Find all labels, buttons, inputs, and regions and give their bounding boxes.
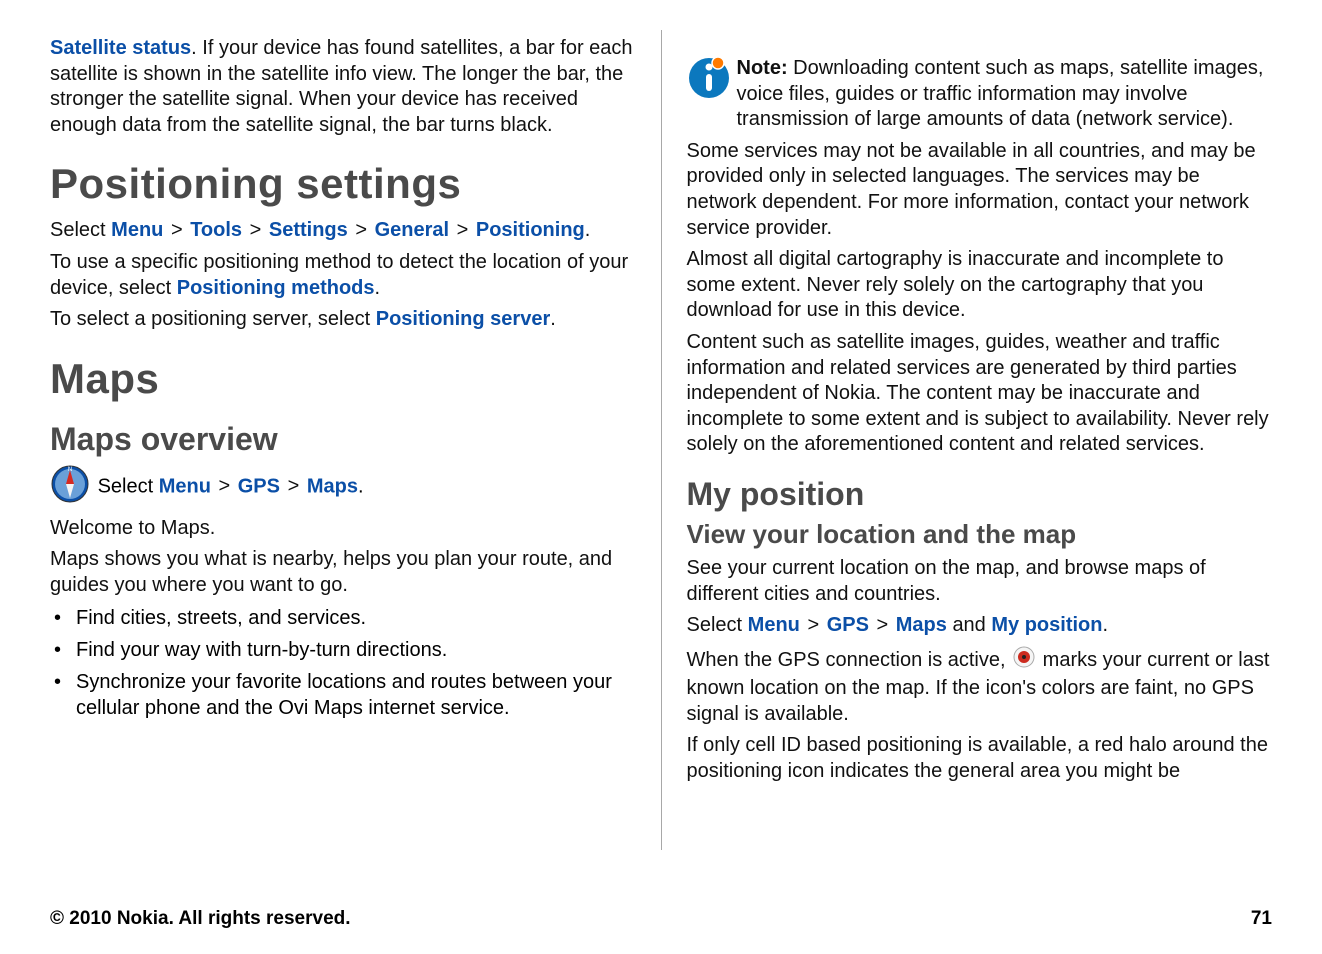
- positioning-breadcrumb: Select Menu > Tools > Settings > General…: [50, 218, 636, 244]
- breadcrumb-separator: >: [217, 475, 238, 497]
- breadcrumb-and: and: [952, 614, 991, 636]
- breadcrumb-menu[interactable]: Menu: [111, 219, 163, 241]
- text: .: [375, 277, 381, 299]
- breadcrumb-prefix: Select: [687, 614, 748, 636]
- my-position-heading: My position: [687, 476, 1273, 513]
- location-marker-icon: [1012, 645, 1036, 677]
- breadcrumb-gps[interactable]: GPS: [238, 475, 280, 497]
- info-icon: [687, 56, 731, 108]
- breadcrumb-separator: >: [286, 475, 307, 497]
- satellite-status-link[interactable]: Satellite status: [50, 37, 191, 59]
- breadcrumb-menu[interactable]: Menu: [159, 475, 211, 497]
- breadcrumb-tools[interactable]: Tools: [190, 219, 242, 241]
- list-item: Find your way with turn-by-turn directio…: [50, 637, 636, 663]
- positioning-methods-link[interactable]: Positioning methods: [177, 277, 375, 299]
- footer-page-number: 71: [1251, 908, 1272, 930]
- text: To select a positioning server, select: [50, 308, 376, 330]
- breadcrumb-separator: >: [353, 219, 374, 241]
- breadcrumb-suffix: .: [1102, 614, 1108, 636]
- breadcrumb-my-position[interactable]: My position: [991, 614, 1102, 636]
- breadcrumb-separator: >: [455, 219, 476, 241]
- maps-intro-text: Maps shows you what is nearby, helps you…: [50, 547, 636, 598]
- text: .: [550, 308, 556, 330]
- my-position-breadcrumb: Select Menu > GPS > Maps and My position…: [687, 613, 1273, 639]
- satellite-status-paragraph: Satellite status. If your device has fou…: [50, 36, 636, 138]
- breadcrumb-separator: >: [805, 614, 826, 636]
- note-paragraph: Note: Downloading content such as maps, …: [687, 56, 1273, 133]
- footer-copyright: © 2010 Nokia. All rights reserved.: [50, 908, 351, 930]
- breadcrumb-separator: >: [875, 614, 896, 636]
- note-label: Note:: [737, 57, 788, 79]
- column-divider: [661, 30, 662, 850]
- svg-text:N: N: [68, 467, 72, 473]
- cartography-paragraph: Almost all digital cartography is inaccu…: [687, 247, 1273, 324]
- breadcrumb-maps[interactable]: Maps: [896, 614, 947, 636]
- breadcrumb-gps[interactable]: GPS: [827, 614, 869, 636]
- text: When the GPS connection is active,: [687, 649, 1012, 671]
- breadcrumb-menu[interactable]: Menu: [748, 614, 800, 636]
- gps-active-paragraph: When the GPS connection is active, marks…: [687, 645, 1273, 728]
- list-item: Find cities, streets, and services.: [50, 605, 636, 631]
- compass-icon: N: [50, 464, 90, 510]
- breadcrumb-prefix: Select: [50, 219, 111, 241]
- content-paragraph: Content such as satellite images, guides…: [687, 330, 1273, 458]
- breadcrumb-positioning[interactable]: Positioning: [476, 219, 585, 241]
- positioning-settings-heading: Positioning settings: [50, 160, 636, 208]
- breadcrumb-suffix: .: [358, 475, 364, 497]
- note-text: Downloading content such as maps, satell…: [737, 57, 1264, 130]
- view-location-paragraph: See your current location on the map, an…: [687, 556, 1273, 607]
- cell-id-paragraph: If only cell ID based positioning is ava…: [687, 733, 1273, 784]
- breadcrumb-prefix: Select: [98, 475, 159, 497]
- breadcrumb-maps[interactable]: Maps: [307, 475, 358, 497]
- view-location-heading: View your location and the map: [687, 519, 1273, 550]
- list-item: Synchronize your favorite locations and …: [50, 669, 636, 721]
- breadcrumb-suffix: .: [585, 219, 591, 241]
- welcome-text: Welcome to Maps.: [50, 516, 636, 542]
- positioning-methods-paragraph: To use a specific positioning method to …: [50, 250, 636, 301]
- left-column: Satellite status. If your device has fou…: [50, 30, 636, 850]
- breadcrumb-separator: >: [169, 219, 190, 241]
- maps-heading: Maps: [50, 355, 636, 403]
- breadcrumb-separator: >: [248, 219, 269, 241]
- breadcrumb-general[interactable]: General: [375, 219, 449, 241]
- maps-breadcrumb-line: N Select Menu > GPS > Maps.: [50, 464, 636, 510]
- right-column: Note: Downloading content such as maps, …: [687, 30, 1273, 850]
- maps-overview-heading: Maps overview: [50, 421, 636, 458]
- services-paragraph: Some services may not be available in al…: [687, 139, 1273, 241]
- positioning-server-paragraph: To select a positioning server, select P…: [50, 307, 636, 333]
- maps-bullets: Find cities, streets, and services. Find…: [50, 605, 636, 721]
- positioning-server-link[interactable]: Positioning server: [376, 308, 551, 330]
- breadcrumb-settings[interactable]: Settings: [269, 219, 348, 241]
